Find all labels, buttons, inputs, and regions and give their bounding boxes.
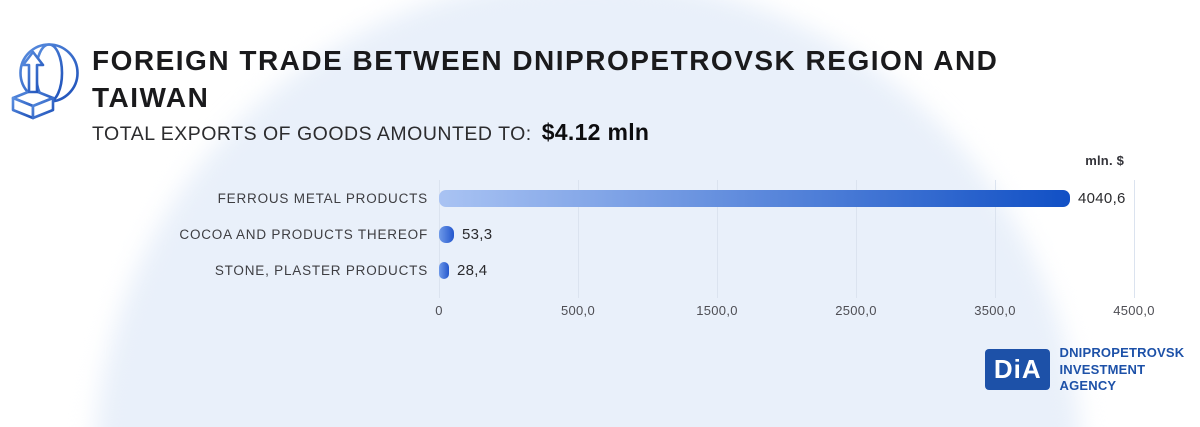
chart-row: STONE, PLASTER PRODUCTS 28,4 — [0, 262, 1200, 279]
gridline — [1134, 180, 1135, 298]
category-label: STONE, PLASTER PRODUCTS — [214, 263, 428, 278]
dia-logo-mark: DiA — [985, 349, 1051, 391]
dia-logo-text: DiA — [993, 354, 1042, 385]
axis-unit-label: mln. $ — [1085, 153, 1124, 168]
globe-export-icon — [6, 38, 82, 129]
gridline — [856, 180, 857, 298]
bar — [439, 262, 449, 279]
subtitle-value: $4.12 mln — [541, 119, 650, 145]
page-title: FOREIGN TRADE BETWEEN DNIPROPETROVSK REG… — [92, 45, 999, 113]
subtitle-label: TOTAL EXPORTS OF GOODS AMOUNTED TO: — [92, 123, 532, 145]
bar — [439, 190, 1070, 207]
category-label: FERROUS METAL PRODUCTS — [217, 191, 428, 206]
value-label: 53,3 — [462, 226, 493, 243]
x-tick-label: 500,0 — [560, 303, 596, 318]
x-tick-label: 2500,0 — [835, 303, 877, 318]
chart-row: COCOA AND PRODUCTS THEREOF 53,3 — [0, 226, 1200, 243]
value-label: 28,4 — [457, 262, 488, 279]
x-tick-label: 0 — [435, 303, 443, 318]
subtitle: TOTAL EXPORTS OF GOODS AMOUNTED TO: $4.1… — [92, 119, 649, 146]
bar — [439, 226, 454, 243]
chart-row: FERROUS METAL PRODUCTS 4040,6 — [0, 190, 1200, 207]
value-label: 4040,6 — [1078, 190, 1126, 207]
gridline — [578, 180, 579, 298]
x-tick-label: 4500,0 — [1113, 303, 1155, 318]
agency-name: DNIPROPETROVSK INVESTMENT AGENCY — [1059, 345, 1200, 395]
gridline — [717, 180, 718, 298]
category-label: COCOA AND PRODUCTS THEREOF — [179, 227, 428, 242]
x-tick-label: 3500,0 — [974, 303, 1016, 318]
agency-name-line1: DNIPROPETROVSK — [1059, 345, 1185, 360]
agency-name-line2: INVESTMENT AGENCY — [1059, 361, 1146, 394]
gridline — [995, 180, 996, 298]
bar-chart: FERROUS METAL PRODUCTS 4040,6 COCOA AND PR… — [0, 172, 1200, 327]
x-tick-label: 1500,0 — [696, 303, 738, 318]
dia-logo: DiA DNIPROPETROVSK INVESTMENT AGENCY — [985, 345, 1200, 395]
